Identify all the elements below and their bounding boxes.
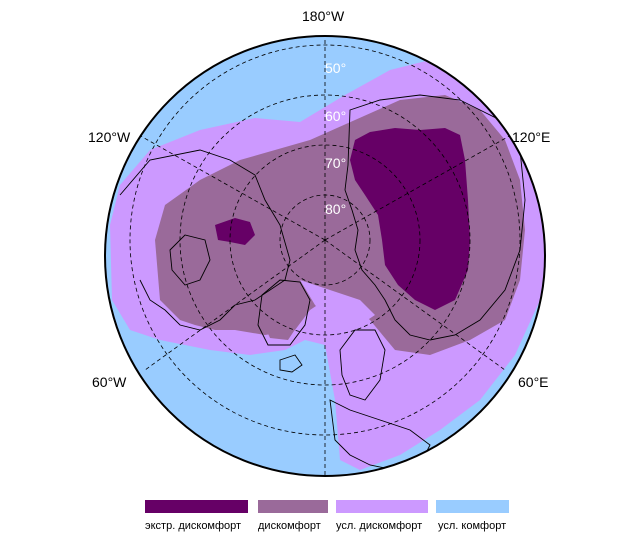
coast-scandinavia <box>339 329 386 401</box>
zone-discomfort-greenland <box>262 285 305 340</box>
meridian-120w <box>129 129 326 241</box>
legend-item-extreme-discomfort: экстр. дискомфорт <box>145 500 248 532</box>
coast-hudson-bay <box>169 234 211 286</box>
legend-swatch <box>336 500 428 513</box>
legend-swatch <box>145 500 248 513</box>
legend-label: экстр. дискомфорт <box>145 520 242 532</box>
graticule <box>129 36 521 476</box>
coast-north-america <box>119 149 291 331</box>
lat-label-60: 60° <box>325 108 346 124</box>
legend: экстр. дискомфорт дискомфорт усл. диском… <box>140 500 520 540</box>
coast-eurasia <box>344 94 526 341</box>
legend-label: усл. комфорт <box>438 520 507 532</box>
legend-item-discomfort: дискомфорт <box>258 500 328 532</box>
legend-label: усл. дискомфорт <box>336 520 423 532</box>
meridian-60w <box>144 239 326 371</box>
zone-extreme-discomfort-siberia <box>350 128 470 310</box>
climate-zones <box>110 60 545 470</box>
coast-greenland <box>257 279 311 346</box>
zone-conditional-discomfort-arctic <box>300 280 375 325</box>
lon-label-top: 180°W <box>302 8 345 24</box>
lon-label-upper-left: 120°W <box>88 129 131 145</box>
lat-circle-50 <box>129 44 521 436</box>
lat-circle-60 <box>179 94 471 386</box>
lon-label-lower-left: 60°W <box>92 374 127 390</box>
lat-label-50: 50° <box>325 60 346 76</box>
coastlines <box>119 94 526 471</box>
map-border <box>104 35 546 477</box>
legend-item-conditional-discomfort: усл. дискомфорт <box>336 500 428 532</box>
lat-label-70: 70° <box>325 155 346 171</box>
meridian-120e <box>324 129 521 241</box>
meridian-60e <box>324 239 506 371</box>
legend-swatch <box>258 500 328 513</box>
legend-item-conditional-comfort: усл. комфорт <box>436 500 509 532</box>
lon-label-lower-right: 60°E <box>518 374 549 390</box>
lon-label-upper-right: 120°E <box>512 129 551 145</box>
lat-label-80: 80° <box>325 201 346 217</box>
zone-extreme-discomfort-canada <box>215 218 255 245</box>
legend-swatch <box>436 500 509 513</box>
legend-label: дискомфорт <box>258 520 321 532</box>
coast-iceland <box>279 354 303 373</box>
